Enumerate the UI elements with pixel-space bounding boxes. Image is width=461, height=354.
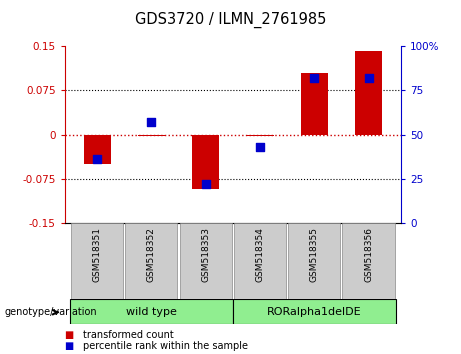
Text: RORalpha1delDE: RORalpha1delDE: [267, 307, 361, 316]
Bar: [83, 135, 111, 164]
Text: percentile rank within the sample: percentile rank within the sample: [83, 341, 248, 351]
Text: GSM518355: GSM518355: [310, 227, 319, 282]
Text: genotype/variation: genotype/variation: [5, 307, 97, 316]
FancyBboxPatch shape: [343, 223, 395, 299]
Text: GDS3720 / ILMN_2761985: GDS3720 / ILMN_2761985: [135, 11, 326, 28]
Text: GSM518351: GSM518351: [93, 227, 101, 282]
Bar: [355, 51, 382, 135]
FancyBboxPatch shape: [71, 223, 123, 299]
FancyBboxPatch shape: [70, 299, 233, 324]
Text: GSM518354: GSM518354: [255, 227, 265, 282]
Text: ■: ■: [65, 341, 74, 351]
Text: transformed count: transformed count: [83, 330, 174, 339]
FancyBboxPatch shape: [125, 223, 177, 299]
Point: [202, 181, 209, 187]
Text: GSM518356: GSM518356: [364, 227, 373, 282]
Point: [365, 75, 372, 81]
Bar: [301, 73, 328, 135]
Point: [94, 156, 101, 162]
Point: [256, 144, 264, 150]
Point: [148, 119, 155, 125]
Bar: [138, 135, 165, 136]
Bar: [192, 135, 219, 189]
FancyBboxPatch shape: [288, 223, 340, 299]
Text: ■: ■: [65, 330, 74, 339]
Text: GSM518353: GSM518353: [201, 227, 210, 282]
FancyBboxPatch shape: [180, 223, 232, 299]
Text: GSM518352: GSM518352: [147, 227, 156, 282]
Bar: [246, 135, 273, 136]
FancyBboxPatch shape: [234, 223, 286, 299]
FancyBboxPatch shape: [233, 299, 396, 324]
Point: [311, 75, 318, 81]
Text: wild type: wild type: [126, 307, 177, 316]
